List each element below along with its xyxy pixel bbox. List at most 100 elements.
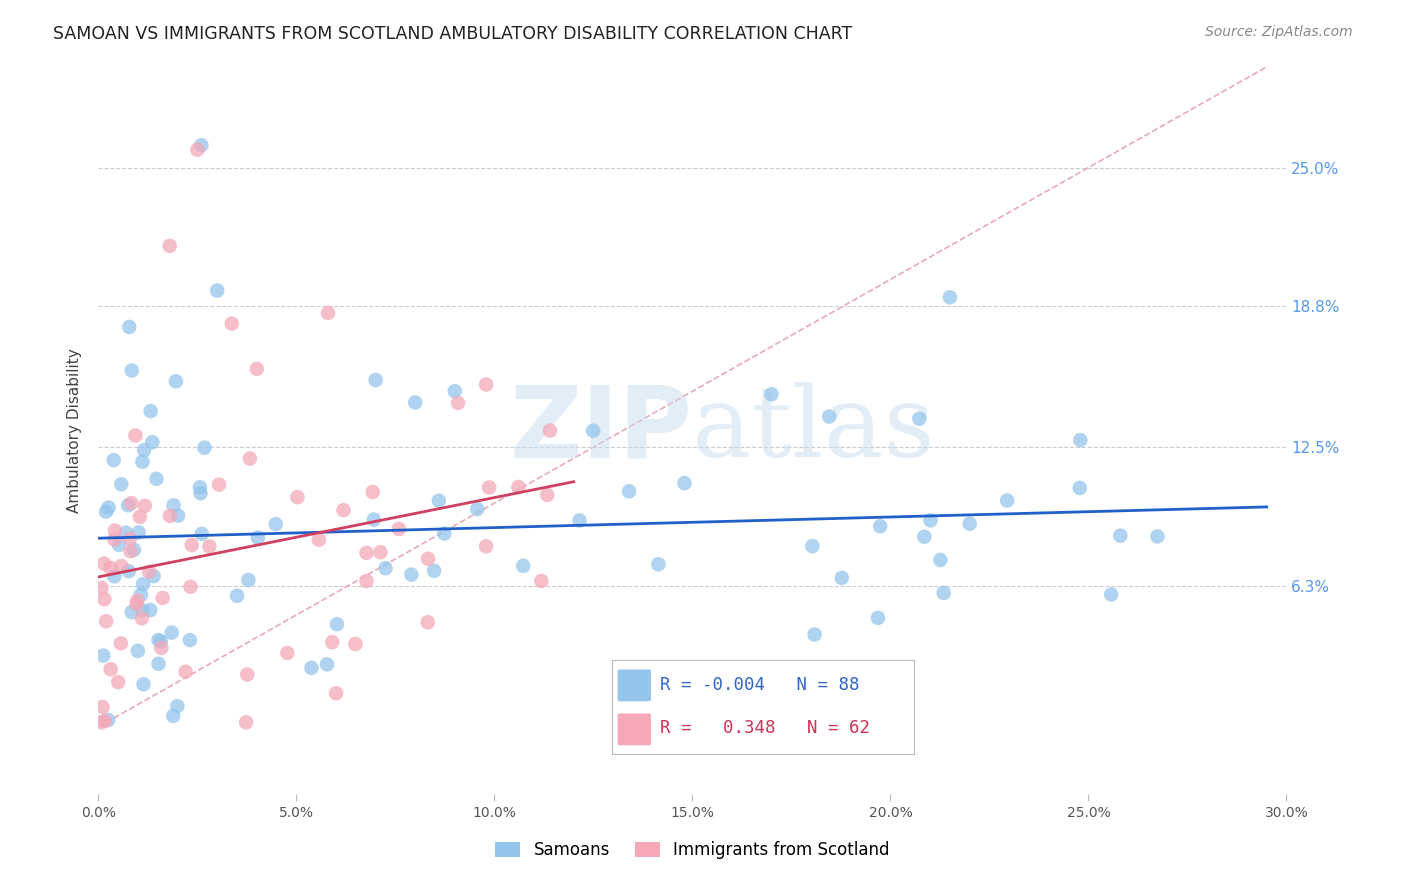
Point [208, 477, 231, 491]
Point [205, 284, 228, 298]
Point [647, 558, 669, 572]
Point [761, 387, 783, 401]
Point [120, 544, 142, 558]
Point [186, 143, 208, 157]
Point [110, 559, 132, 574]
Point [363, 512, 385, 526]
Point [98, 561, 121, 575]
Point [165, 374, 187, 388]
Point [388, 522, 411, 536]
Point [264, 517, 287, 532]
Point [530, 574, 553, 588]
Point [128, 525, 150, 540]
Point [141, 435, 163, 450]
Point [93, 592, 115, 607]
Point [568, 513, 591, 527]
Point [148, 633, 170, 648]
Point [117, 498, 139, 512]
Point [179, 633, 201, 648]
Point [91, 700, 114, 714]
Point [239, 451, 262, 466]
Point [912, 530, 935, 544]
Point [138, 565, 160, 579]
Point [110, 477, 132, 491]
Point [401, 567, 423, 582]
Point [801, 539, 824, 553]
Point [356, 546, 378, 560]
Point [582, 424, 605, 438]
Point [160, 625, 183, 640]
Point [831, 571, 853, 585]
Point [326, 617, 349, 632]
Point [103, 533, 125, 547]
Point [148, 657, 170, 671]
Point [115, 525, 138, 540]
Point [866, 611, 889, 625]
Point [536, 488, 558, 502]
Point [90, 581, 112, 595]
Point [1146, 529, 1168, 543]
Point [1069, 481, 1091, 495]
Point [145, 472, 167, 486]
Point [134, 499, 156, 513]
Point [416, 551, 439, 566]
Point [132, 577, 155, 591]
Point [198, 540, 221, 554]
Point [97, 500, 120, 515]
Point [131, 603, 153, 617]
Point [166, 699, 188, 714]
Point [190, 138, 212, 153]
Point [162, 499, 184, 513]
Point [131, 455, 153, 469]
Point [344, 637, 367, 651]
Point [447, 396, 470, 410]
Point [818, 409, 841, 424]
Point [246, 531, 269, 545]
Point [128, 509, 150, 524]
FancyBboxPatch shape [617, 714, 651, 746]
Point [444, 384, 467, 399]
Point [100, 662, 122, 676]
Point [325, 686, 347, 700]
Point [150, 640, 173, 655]
Point [427, 493, 450, 508]
Point [90, 715, 112, 730]
Point [869, 519, 891, 533]
Point [364, 373, 387, 387]
Point [332, 503, 354, 517]
Point [920, 513, 942, 527]
Point [235, 715, 257, 730]
Point [104, 524, 127, 538]
Point [673, 476, 696, 491]
Point [321, 635, 343, 649]
Point [180, 580, 202, 594]
Point [221, 317, 243, 331]
Point [226, 589, 249, 603]
Point [124, 428, 146, 442]
Point [617, 484, 640, 499]
Point [121, 605, 143, 619]
FancyBboxPatch shape [617, 669, 651, 701]
Point [121, 363, 143, 377]
Point [167, 508, 190, 523]
Point [180, 538, 202, 552]
Point [159, 239, 181, 253]
Point [129, 588, 152, 602]
Point [191, 526, 214, 541]
Point [193, 441, 215, 455]
Text: SAMOAN VS IMMIGRANTS FROM SCOTLAND AMBULATORY DISABILITY CORRELATION CHART: SAMOAN VS IMMIGRANTS FROM SCOTLAND AMBUL… [53, 25, 852, 43]
Point [118, 320, 141, 334]
Point [190, 486, 212, 500]
Point [508, 480, 530, 494]
Point [94, 505, 117, 519]
Point [142, 569, 165, 583]
Point [93, 557, 115, 571]
Point [374, 561, 396, 575]
Point [1109, 528, 1132, 542]
Point [308, 533, 330, 547]
Point [316, 657, 339, 672]
Point [94, 714, 117, 728]
Point [159, 508, 181, 523]
Point [131, 611, 153, 625]
Point [174, 665, 197, 679]
